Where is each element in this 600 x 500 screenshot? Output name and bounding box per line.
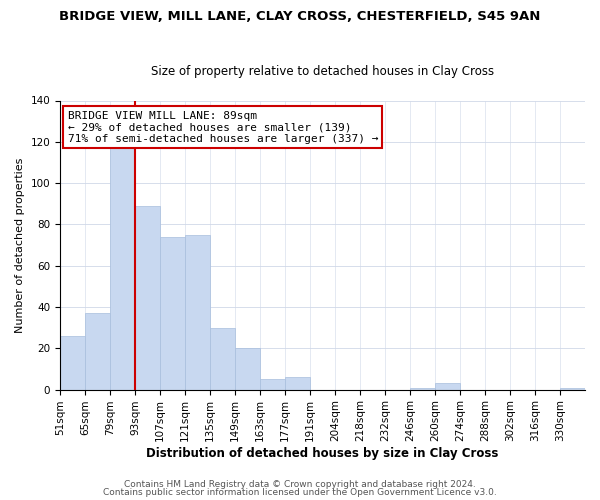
Bar xyxy=(185,234,210,390)
Bar xyxy=(285,377,310,390)
Text: Contains HM Land Registry data © Crown copyright and database right 2024.: Contains HM Land Registry data © Crown c… xyxy=(124,480,476,489)
X-axis label: Distribution of detached houses by size in Clay Cross: Distribution of detached houses by size … xyxy=(146,447,499,460)
Bar xyxy=(260,380,285,390)
Bar xyxy=(235,348,260,390)
Bar xyxy=(110,146,135,390)
Bar xyxy=(560,388,585,390)
Title: Size of property relative to detached houses in Clay Cross: Size of property relative to detached ho… xyxy=(151,66,494,78)
Bar xyxy=(85,313,110,390)
Bar xyxy=(135,206,160,390)
Bar xyxy=(60,336,85,390)
Text: Contains public sector information licensed under the Open Government Licence v3: Contains public sector information licen… xyxy=(103,488,497,497)
Bar xyxy=(410,388,435,390)
Bar xyxy=(435,384,460,390)
Y-axis label: Number of detached properties: Number of detached properties xyxy=(15,158,25,332)
Text: BRIDGE VIEW, MILL LANE, CLAY CROSS, CHESTERFIELD, S45 9AN: BRIDGE VIEW, MILL LANE, CLAY CROSS, CHES… xyxy=(59,10,541,23)
Bar xyxy=(160,237,185,390)
Text: BRIDGE VIEW MILL LANE: 89sqm
← 29% of detached houses are smaller (139)
71% of s: BRIDGE VIEW MILL LANE: 89sqm ← 29% of de… xyxy=(68,111,378,144)
Bar xyxy=(210,328,235,390)
